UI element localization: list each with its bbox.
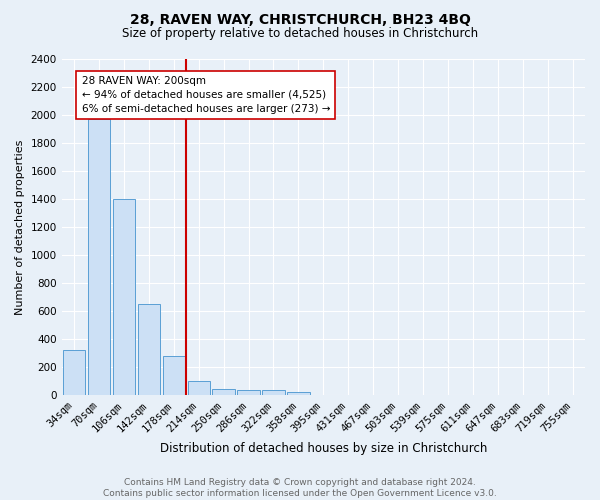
Text: Contains HM Land Registry data © Crown copyright and database right 2024.
Contai: Contains HM Land Registry data © Crown c… [103, 478, 497, 498]
Bar [262, 390, 285, 395]
Bar [287, 392, 310, 395]
Bar [238, 390, 260, 395]
Text: 28, RAVEN WAY, CHRISTCHURCH, BH23 4BQ: 28, RAVEN WAY, CHRISTCHURCH, BH23 4BQ [130, 12, 470, 26]
Bar [137, 304, 160, 395]
Bar [63, 350, 85, 395]
Text: 28 RAVEN WAY: 200sqm
← 94% of detached houses are smaller (4,525)
6% of semi-det: 28 RAVEN WAY: 200sqm ← 94% of detached h… [82, 76, 330, 114]
Y-axis label: Number of detached properties: Number of detached properties [15, 140, 25, 315]
Bar [212, 388, 235, 395]
Text: Size of property relative to detached houses in Christchurch: Size of property relative to detached ho… [122, 28, 478, 40]
Bar [113, 199, 135, 395]
Bar [88, 118, 110, 395]
Bar [188, 381, 210, 395]
X-axis label: Distribution of detached houses by size in Christchurch: Distribution of detached houses by size … [160, 442, 487, 455]
Bar [163, 356, 185, 395]
